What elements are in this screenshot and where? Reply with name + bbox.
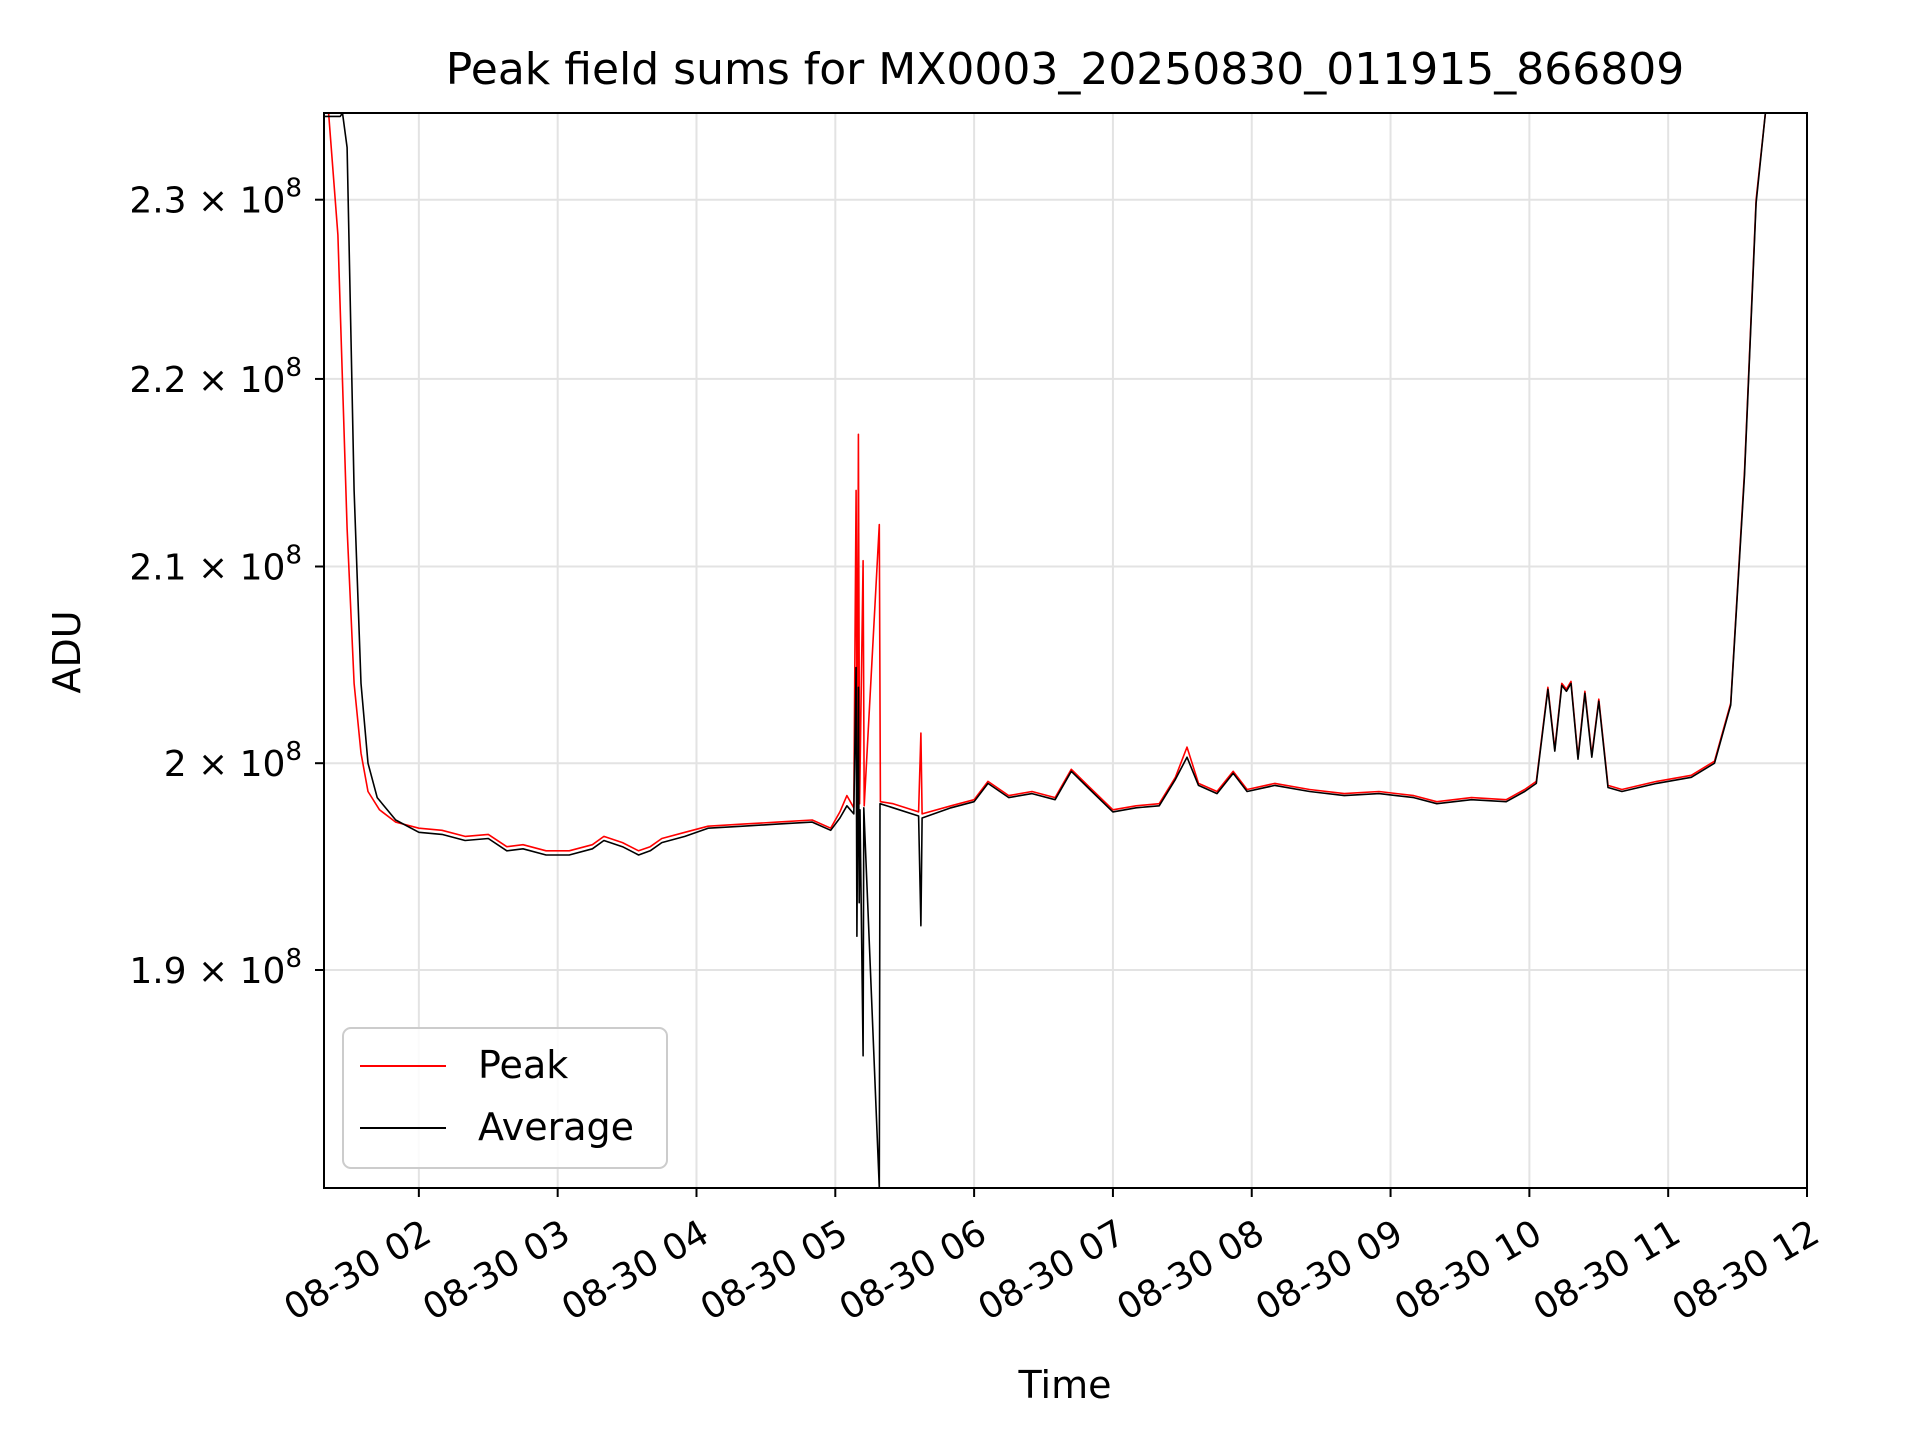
series-line-average	[324, 113, 1767, 1188]
chart-title: Peak field sums for MX0003_20250830_0119…	[446, 44, 1684, 95]
y-tick-label: 2.3 × 108	[129, 174, 302, 222]
series-line-peak	[327, 113, 1767, 852]
y-tick-label: 2.2 × 108	[129, 353, 302, 401]
y-tick-label: 1.9 × 108	[129, 944, 302, 992]
y-tick-label: 2 × 108	[164, 737, 302, 785]
legend: Peak Average	[342, 1027, 668, 1169]
legend-box	[342, 1027, 668, 1169]
x-axis-label: Time	[1018, 1363, 1112, 1407]
y-axis-label: ADU	[45, 610, 89, 693]
legend-label-average: Average	[478, 1105, 634, 1149]
axes-frame	[323, 112, 1808, 1189]
series-layer	[324, 113, 1767, 1188]
legend-label-peak: Peak	[478, 1043, 568, 1087]
y-tick-label: 2.1 × 108	[129, 540, 302, 588]
y-axis-ticks: 1.9 × 108 2 × 108 2.1 × 108 2.2 × 108 2.3 × …	[129, 174, 324, 992]
